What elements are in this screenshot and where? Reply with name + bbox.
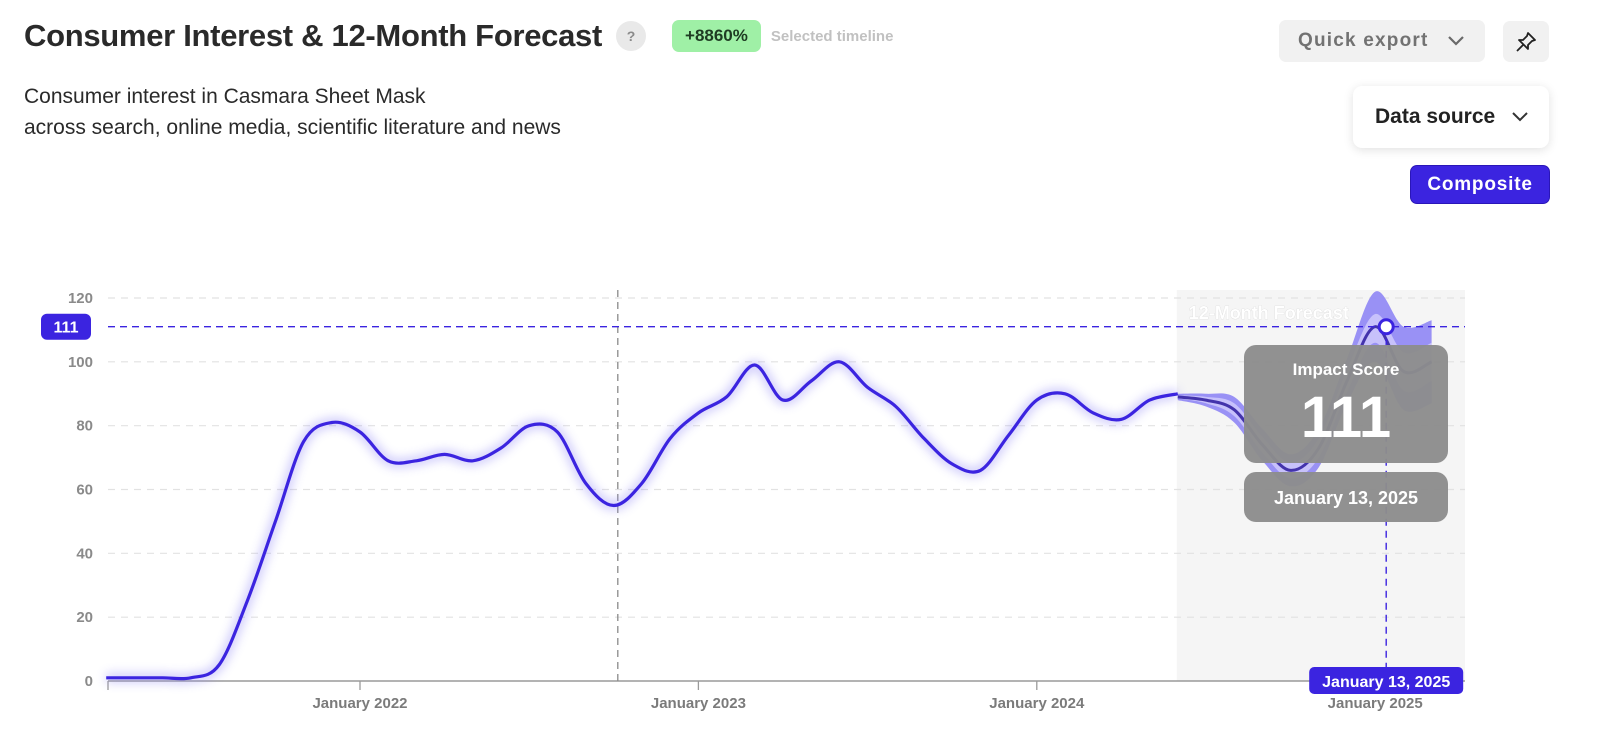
x-tick-label: January 2023: [651, 695, 746, 712]
x-marker-label: January 13, 2025: [1322, 674, 1450, 691]
tooltip-box: [1244, 345, 1448, 463]
help-icon[interactable]: ?: [616, 21, 647, 51]
y-tick-label: 40: [76, 545, 93, 562]
tooltip-title: Impact Score: [1293, 360, 1400, 379]
x-tick-label: January 2024: [989, 695, 1085, 712]
y-tick-label: 20: [76, 609, 93, 626]
title-row: Consumer Interest & 12-Month Forecast ? …: [24, 18, 893, 54]
pin-icon: [1516, 31, 1536, 52]
y-tick-label: 120: [68, 290, 93, 307]
y-marker-box: [41, 313, 91, 340]
subtitle-line-1: Consumer interest in Casmara Sheet Mask: [24, 85, 426, 108]
growth-badge: +8860%: [672, 20, 761, 52]
y-tick-label: 0: [85, 673, 93, 690]
quick-export-label: Quick export: [1298, 30, 1429, 51]
quick-export-button[interactable]: Quick export: [1279, 20, 1485, 62]
tooltip-date: January 13, 2025: [1274, 488, 1418, 508]
subtitle-line-2: across search, online media, scientific …: [24, 116, 561, 139]
y-tick-label: 100: [68, 354, 93, 371]
y-marker-label: 111: [54, 320, 79, 337]
tooltip-date-box: [1244, 472, 1448, 522]
x-tick-label: January 2022: [312, 695, 407, 712]
x-marker-box: [1309, 667, 1464, 694]
x-tick-label: January 2025: [1328, 695, 1423, 712]
y-tick-label: 60: [76, 482, 93, 499]
composite-button[interactable]: Composite: [1411, 166, 1549, 203]
pin-button[interactable]: [1503, 21, 1549, 62]
forecast-label: 12-Month Forecast: [1189, 303, 1349, 323]
highlight-point: [1377, 318, 1395, 336]
history-line-glow: [106, 357, 1179, 684]
tooltip-value: 111: [1301, 385, 1391, 450]
chevron-down-icon: [1448, 36, 1464, 46]
subtitle: Consumer interest in Casmara Sheet Mask …: [24, 81, 561, 143]
y-tick-label: 80: [76, 418, 93, 435]
data-source-dropdown[interactable]: Data source: [1353, 86, 1549, 148]
page-title: Consumer Interest & 12-Month Forecast: [24, 18, 603, 53]
data-source-label: Data source: [1375, 105, 1496, 128]
chevron-down-icon: [1512, 112, 1528, 122]
badge-note: Selected timeline: [770, 27, 894, 45]
history-line: [106, 360, 1179, 681]
